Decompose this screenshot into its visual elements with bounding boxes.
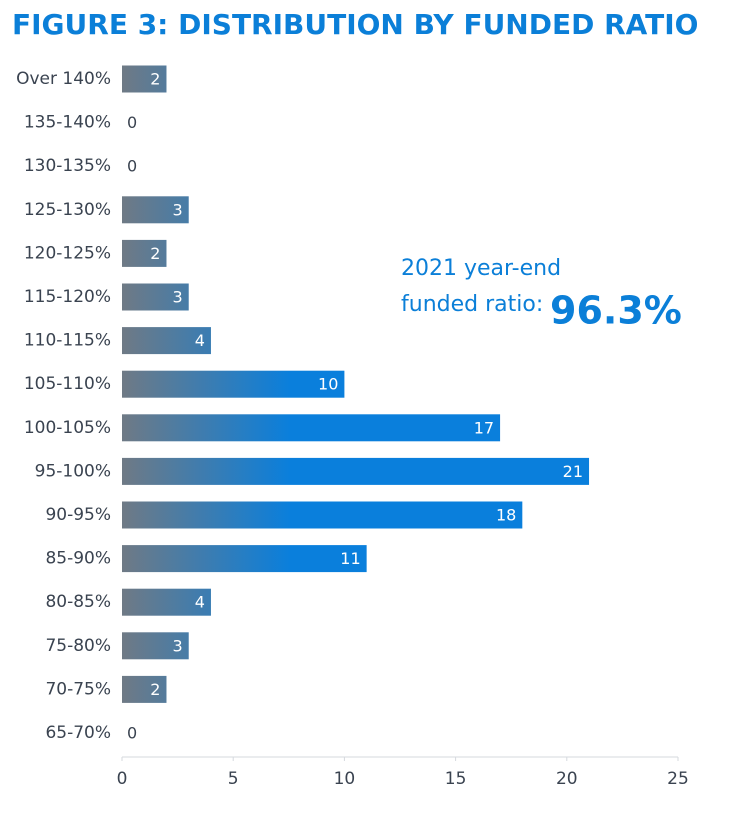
bar bbox=[122, 196, 189, 224]
value-label: 0 bbox=[127, 157, 137, 176]
y-tick-label: 125-130% bbox=[24, 200, 111, 220]
bar bbox=[122, 632, 189, 660]
x-tick-label: 25 bbox=[667, 769, 689, 789]
bar bbox=[122, 65, 167, 93]
y-tick-label: 80-85% bbox=[45, 592, 111, 612]
value-label: 0 bbox=[127, 113, 137, 132]
y-tick-label: 105-110% bbox=[24, 374, 111, 394]
value-label: 11 bbox=[340, 549, 360, 568]
value-label: 21 bbox=[563, 462, 583, 481]
x-tick-label: 0 bbox=[117, 769, 128, 789]
y-tick-label: 70-75% bbox=[45, 679, 111, 699]
y-tick-label: 110-115% bbox=[24, 331, 111, 351]
y-tick-label: 115-120% bbox=[24, 287, 111, 307]
y-tick-label: 65-70% bbox=[45, 723, 111, 743]
y-tick-label: 75-80% bbox=[45, 636, 111, 656]
annotation: funded ratio: bbox=[401, 292, 543, 317]
annotation: 2021 year-end bbox=[401, 256, 561, 281]
x-tick-label: 20 bbox=[556, 769, 578, 789]
annotation-value: 96.3% bbox=[550, 289, 682, 333]
y-tick-label: 95-100% bbox=[35, 461, 111, 481]
value-label: 2 bbox=[150, 680, 160, 699]
bar bbox=[122, 239, 167, 267]
x-tick-label: 15 bbox=[445, 769, 467, 789]
y-tick-label: 85-90% bbox=[45, 549, 111, 569]
value-label: 18 bbox=[496, 506, 516, 525]
chart-title: FIGURE 3: DISTRIBUTION BY FUNDED RATIO bbox=[12, 8, 698, 41]
bar bbox=[122, 501, 523, 529]
bar bbox=[122, 414, 501, 442]
bar bbox=[122, 283, 189, 311]
x-tick-label: 5 bbox=[228, 769, 239, 789]
value-label: 0 bbox=[127, 724, 137, 743]
bar bbox=[122, 588, 211, 616]
y-tick-label: Over 140% bbox=[16, 69, 111, 89]
y-tick-label: 100-105% bbox=[24, 418, 111, 438]
value-label: 10 bbox=[318, 375, 338, 394]
x-tick-label: 10 bbox=[334, 769, 356, 789]
value-label: 17 bbox=[474, 418, 494, 437]
value-label: 3 bbox=[173, 636, 183, 655]
y-tick-label: 135-140% bbox=[24, 113, 111, 133]
bar bbox=[122, 545, 367, 573]
bar bbox=[122, 327, 211, 355]
bar bbox=[122, 457, 590, 485]
value-label: 4 bbox=[195, 593, 205, 612]
y-tick-label: 120-125% bbox=[24, 243, 111, 263]
value-label: 2 bbox=[150, 70, 160, 89]
bar bbox=[122, 675, 167, 703]
y-tick-label: 90-95% bbox=[45, 505, 111, 525]
value-label: 3 bbox=[173, 200, 183, 219]
value-label: 2 bbox=[150, 244, 160, 263]
y-tick-label: 130-135% bbox=[24, 156, 111, 176]
value-label: 4 bbox=[195, 331, 205, 350]
value-label: 3 bbox=[173, 288, 183, 307]
bar bbox=[122, 370, 345, 398]
